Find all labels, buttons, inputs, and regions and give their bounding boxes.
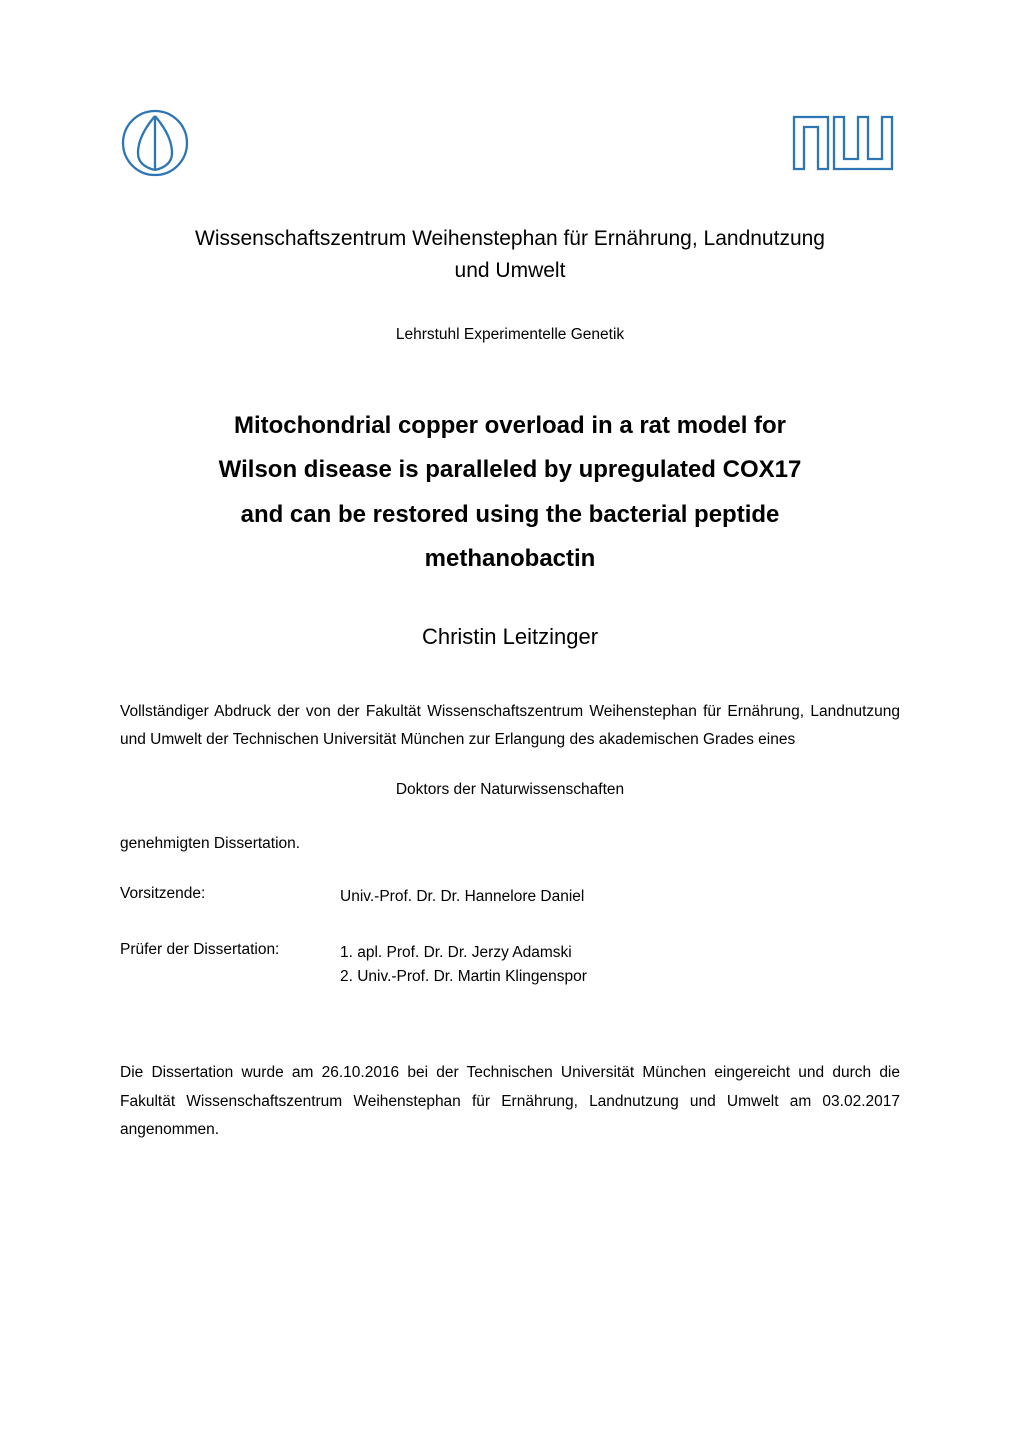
committee-chair-label: Vorsitzende: bbox=[120, 885, 340, 909]
tum-logo-icon bbox=[790, 113, 900, 178]
committee-examiners-label: Prüfer der Dissertation: bbox=[120, 941, 340, 989]
acceptance-statement: Die Dissertation wurde am 26.10.2016 bei… bbox=[120, 1059, 900, 1145]
fulltext-statement: Vollständiger Abdruck der von der Fakult… bbox=[120, 698, 900, 755]
institution-name: Wissenschaftszentrum Weihenstephan für E… bbox=[120, 223, 900, 286]
title-line3: and can be restored using the bacterial … bbox=[241, 501, 780, 528]
examiner-2: 2. Univ.-Prof. Dr. Martin Klingenspor bbox=[340, 965, 587, 989]
title-line4: methanobactin bbox=[425, 545, 596, 572]
author-name: Christin Leitzinger bbox=[120, 624, 900, 650]
dissertation-title: Mitochondrial copper overload in a rat m… bbox=[120, 404, 900, 582]
approved-statement: genehmigten Dissertation. bbox=[120, 835, 900, 853]
institution-line2: und Umwelt bbox=[455, 259, 566, 282]
chair-name: Lehrstuhl Experimentelle Genetik bbox=[120, 326, 900, 344]
degree-name: Doktors der Naturwissenschaften bbox=[120, 781, 900, 799]
committee-examiners-row: Prüfer der Dissertation: 1. apl. Prof. D… bbox=[120, 941, 900, 989]
institution-line1: Wissenschaftszentrum Weihenstephan für E… bbox=[195, 227, 825, 250]
examiner-1: 1. apl. Prof. Dr. Dr. Jerzy Adamski bbox=[340, 941, 587, 965]
title-line2: Wilson disease is paralleled by upregula… bbox=[219, 456, 802, 483]
title-line1: Mitochondrial copper overload in a rat m… bbox=[234, 412, 786, 439]
logo-row bbox=[120, 108, 900, 183]
weihenstephan-logo-icon bbox=[120, 108, 190, 183]
committee-examiners-list: 1. apl. Prof. Dr. Dr. Jerzy Adamski 2. U… bbox=[340, 941, 587, 989]
committee-chair-name: Univ.-Prof. Dr. Dr. Hannelore Daniel bbox=[340, 885, 584, 909]
committee-chair-row: Vorsitzende: Univ.-Prof. Dr. Dr. Hannelo… bbox=[120, 885, 900, 909]
